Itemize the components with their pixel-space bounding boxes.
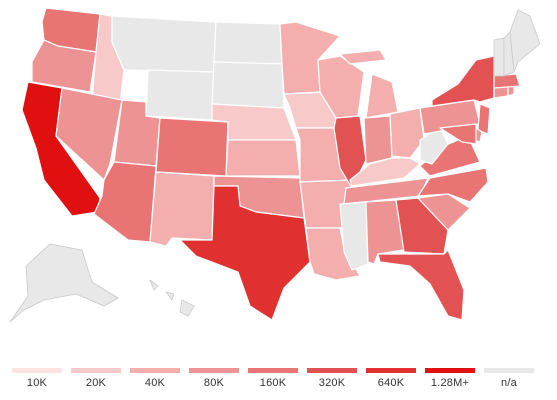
legend-item: n/a — [484, 368, 534, 389]
legend-item: 40K — [130, 368, 180, 389]
legend-swatch — [425, 368, 475, 373]
legend-label: 640K — [377, 377, 405, 389]
state-OR[interactable] — [31, 39, 97, 93]
legend-item: 20K — [71, 368, 121, 389]
legend-label: n/a — [501, 377, 517, 389]
state-IN[interactable] — [363, 115, 393, 165]
us-map-svg — [9, 7, 541, 323]
state-NC[interactable] — [417, 167, 489, 203]
legend-swatch — [71, 368, 121, 373]
state-HI[interactable] — [149, 279, 195, 317]
legend-item: 10K — [12, 368, 62, 389]
legend-item: 1.28M+ — [425, 368, 475, 389]
state-OH[interactable] — [389, 107, 425, 159]
state-MS[interactable] — [339, 201, 369, 271]
state-SC[interactable] — [417, 193, 471, 231]
state-AK[interactable] — [9, 243, 119, 323]
state-NM[interactable] — [149, 171, 215, 247]
state-ME[interactable] — [509, 9, 541, 73]
state-GA[interactable] — [395, 197, 449, 255]
state-SD[interactable] — [211, 61, 285, 109]
state-MA[interactable] — [493, 73, 521, 89]
legend-swatch — [248, 368, 298, 373]
state-MD[interactable] — [439, 123, 477, 145]
legend-label: 80K — [203, 377, 225, 389]
state-KY[interactable] — [349, 157, 421, 187]
legend-item: 80K — [189, 368, 239, 389]
legend-swatch — [12, 368, 62, 373]
legend-swatch — [130, 368, 180, 373]
state-LA[interactable] — [305, 227, 361, 281]
legend-label: 20K — [85, 377, 107, 389]
map-legend: 10K 20K 40K 80K 160K 320K 640K 1.28M+ n/a — [12, 368, 552, 394]
state-KS[interactable] — [225, 139, 301, 177]
legend-label: 160K — [259, 377, 287, 389]
state-NY[interactable] — [431, 55, 495, 107]
legend-label: 10K — [26, 377, 48, 389]
legend-item: 160K — [248, 368, 298, 389]
state-FL[interactable] — [377, 249, 465, 321]
state-MT[interactable] — [111, 15, 217, 73]
legend-item: 640K — [366, 368, 416, 389]
state-ND[interactable] — [213, 21, 283, 65]
legend-label: 40K — [144, 377, 166, 389]
state-CO[interactable] — [155, 117, 229, 177]
legend-swatch — [366, 368, 416, 373]
legend-label: 320K — [318, 377, 346, 389]
legend-swatch — [307, 368, 357, 373]
state-NJ[interactable] — [477, 103, 491, 135]
state-VT[interactable] — [493, 37, 505, 77]
state-NV[interactable] — [55, 87, 123, 181]
legend-swatch — [484, 368, 534, 373]
legend-item: 320K — [307, 368, 357, 389]
state-WY[interactable] — [145, 69, 215, 121]
legend-label: 1.28M+ — [430, 377, 470, 389]
state-TX[interactable] — [179, 185, 311, 321]
state-RI[interactable] — [507, 85, 515, 97]
us-choropleth-map — [9, 7, 541, 323]
legend-swatch — [189, 368, 239, 373]
